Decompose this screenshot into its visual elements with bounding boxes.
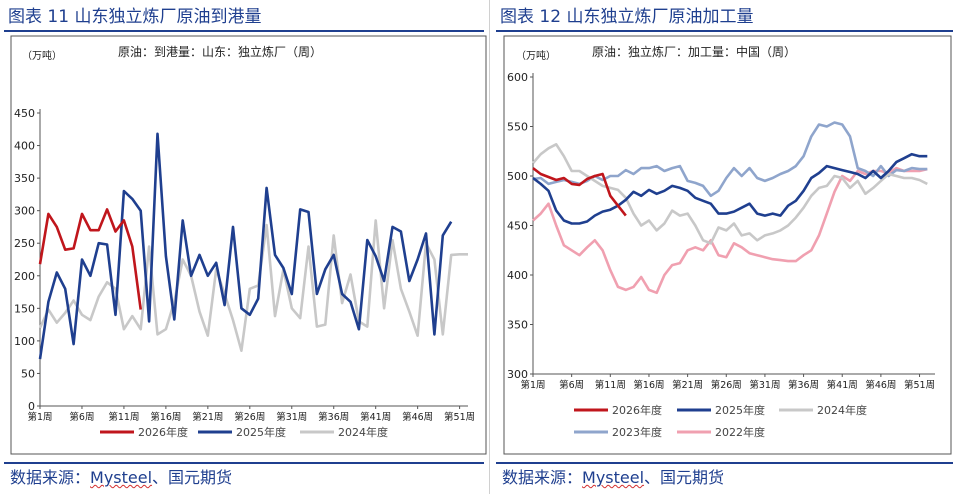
left-x-tick-label: 第36周 xyxy=(318,411,349,423)
left-y-unit-label: （万吨） xyxy=(22,49,62,62)
panel-divider xyxy=(489,0,490,494)
right-x-tick-label: 第11周 xyxy=(595,379,626,391)
left-x-tick-label: 第11周 xyxy=(108,411,139,423)
right-y-tick-label: 600 xyxy=(507,71,528,84)
left-figure-panel: 图表 11 山东独立炼厂原油到港量 原油：到港量：山东：独立炼厂（周） （万吨） 0… xyxy=(4,7,487,488)
left-source-suffix: 、国元期货 xyxy=(152,468,233,487)
left-x-tick-label: 第46周 xyxy=(402,411,433,423)
right-y-tick-label: 500 xyxy=(507,170,528,183)
right-x-tick-label: 第41周 xyxy=(827,379,858,391)
right-figure-title: 图表 12 山东独立炼厂原油加工量 xyxy=(500,7,754,27)
right-x-tick-label: 第46周 xyxy=(865,379,896,391)
right-x-tick-label: 第51周 xyxy=(904,379,935,391)
right-y-tick-label: 450 xyxy=(507,220,528,233)
left-series-2025-line xyxy=(38,132,453,360)
left-frame xyxy=(10,35,487,455)
right-series-2023-line xyxy=(532,121,928,198)
left-source-brand: Mysteel xyxy=(90,468,153,487)
right-x-tick-label: 第36周 xyxy=(788,379,819,391)
left-x-tick-label: 第21周 xyxy=(192,411,223,423)
right-x-tick-label: 第6周 xyxy=(559,379,584,391)
right-x-tick-label: 第26周 xyxy=(711,379,742,391)
left-chart: 原油：到港量：山东：独立炼厂（周） （万吨） 0 50 100 150 200 250 300 3… xyxy=(10,35,487,455)
left-x-tick-label: 第1周 xyxy=(27,411,52,423)
right-y-tick-label: 400 xyxy=(507,269,528,282)
left-y-tick-label: 0 xyxy=(28,400,35,413)
right-legend-label: 2022年度 xyxy=(715,425,765,439)
left-legend-label: 2026年度 xyxy=(138,425,188,439)
right-series-2025-line xyxy=(532,152,928,225)
left-source-prefix: 数据来源： xyxy=(10,468,91,487)
right-y-unit-label: （万吨） xyxy=(516,49,556,62)
right-x-tick-label: 第21周 xyxy=(672,379,703,391)
left-x-tick-label: 第16周 xyxy=(150,411,181,423)
left-source-rule xyxy=(4,462,484,464)
left-x-tick-label: 第51周 xyxy=(444,411,475,423)
left-y-tick-label: 300 xyxy=(14,205,35,218)
right-x-tick-label: 第16周 xyxy=(633,379,664,391)
right-legend-label: 2026年度 xyxy=(612,403,662,417)
left-x-tick-label: 第26周 xyxy=(234,411,265,423)
left-x-tick-label: 第41周 xyxy=(360,411,391,423)
left-series-2026-line xyxy=(38,208,142,310)
left-source-note: 数据来源：Mysteel、国元期货 xyxy=(10,464,232,488)
right-legend-label: 2024年度 xyxy=(817,403,867,417)
left-y-tick-label: 200 xyxy=(14,270,35,283)
right-series-2022-line xyxy=(532,166,928,295)
right-legend-label: 2023年度 xyxy=(612,425,662,439)
left-series-2024-line xyxy=(38,219,468,353)
right-source-prefix: 数据来源： xyxy=(502,468,583,487)
left-y-tick-label: 450 xyxy=(14,107,35,120)
left-chart-title: 原油：到港量：山东：独立炼厂（周） xyxy=(118,44,322,59)
left-y-tick-label: 150 xyxy=(14,302,35,315)
left-y-tick-label: 100 xyxy=(14,335,35,348)
left-x-tick-label: 第31周 xyxy=(276,411,307,423)
right-chart: 原油：独立炼厂：加工量：中国（周） （万吨） 300 350 400 450 500 550 6… xyxy=(503,35,952,455)
right-source-suffix: 、国元期货 xyxy=(644,468,725,487)
right-chart-title: 原油：独立炼厂：加工量：中国（周） xyxy=(592,44,796,59)
left-title-rule xyxy=(4,30,484,32)
left-y-tick-label: 400 xyxy=(14,140,35,153)
right-x-tick-label: 第31周 xyxy=(749,379,780,391)
left-y-tick-label: 50 xyxy=(21,367,35,380)
right-source-note: 数据来源：Mysteel、国元期货 xyxy=(502,464,724,488)
left-legend-label: 2024年度 xyxy=(338,425,388,439)
right-figure-panel: 图表 12 山东独立炼厂原油加工量 原油：独立炼厂：加工量：中国（周） （万吨） 3… xyxy=(492,0,957,494)
right-source-brand: Mysteel xyxy=(582,468,645,487)
left-x-tick-label: 第6周 xyxy=(69,411,94,423)
right-frame xyxy=(503,35,952,455)
right-title-rule xyxy=(496,30,953,32)
right-x-tick-label: 第1周 xyxy=(520,379,545,391)
left-legend-label: 2025年度 xyxy=(236,425,286,439)
left-y-tick-label: 350 xyxy=(14,172,35,185)
right-series-2026-line xyxy=(532,167,627,217)
right-series-2024-line xyxy=(532,143,928,245)
left-y-tick-label: 250 xyxy=(14,237,35,250)
right-y-tick-label: 350 xyxy=(507,319,528,332)
right-legend-label: 2025年度 xyxy=(715,403,765,417)
left-figure-title: 图表 11 山东独立炼厂原油到港量 xyxy=(8,7,262,27)
right-y-tick-label: 550 xyxy=(507,121,528,134)
right-y-tick-label: 300 xyxy=(507,368,528,381)
right-source-rule xyxy=(496,462,953,464)
